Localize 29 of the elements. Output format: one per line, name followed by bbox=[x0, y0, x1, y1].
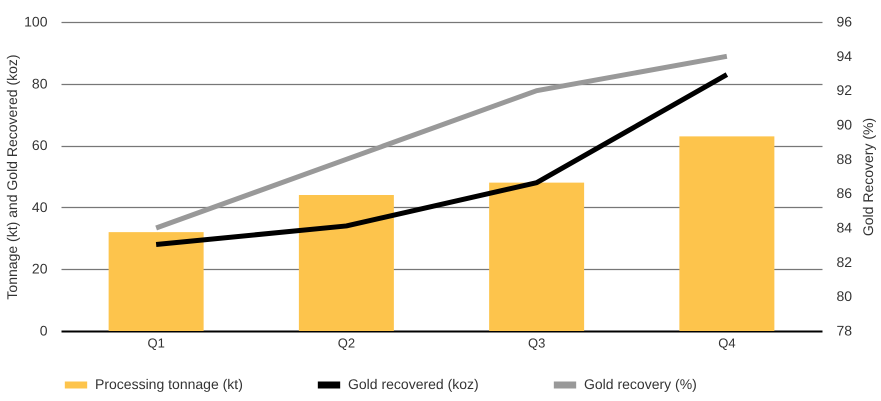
y2-axis-title: Gold Recovery (%) bbox=[860, 118, 876, 236]
y2-tick-label: 92 bbox=[836, 82, 852, 98]
y2-tick-label: 80 bbox=[836, 288, 852, 304]
bar bbox=[298, 195, 394, 331]
y-axis-title: Tonnage (kt) and Gold Recovered (koz) bbox=[4, 54, 20, 300]
y2-tick-label: 78 bbox=[836, 322, 852, 338]
x-tick-label: Q2 bbox=[338, 336, 356, 350]
y2-tick-label: 82 bbox=[836, 254, 852, 270]
bar bbox=[489, 182, 584, 331]
y-tick-label: 40 bbox=[32, 198, 48, 215]
legend-label: Gold recovered (koz) bbox=[348, 376, 479, 392]
y2-tick-label: 88 bbox=[836, 150, 852, 167]
y2-tick-label: 90 bbox=[836, 116, 852, 132]
y-tick-label: 20 bbox=[32, 260, 48, 277]
y2-tick-label: 84 bbox=[836, 220, 852, 236]
y-tick-label: 80 bbox=[32, 75, 48, 92]
x-tick-label: Q4 bbox=[718, 336, 736, 350]
bar bbox=[108, 232, 204, 331]
y-tick-label: 100 bbox=[24, 14, 48, 30]
x-tick-label: Q1 bbox=[147, 336, 165, 350]
y-tick-label: 0 bbox=[40, 322, 48, 338]
x-tick-label: Q3 bbox=[528, 336, 546, 350]
legend-label: Processing tonnage (kt) bbox=[95, 376, 243, 392]
bar bbox=[679, 136, 774, 331]
y2-tick-label: 86 bbox=[836, 185, 852, 202]
y-tick-label: 60 bbox=[32, 137, 48, 154]
y2-tick-label: 94 bbox=[836, 48, 852, 64]
y2-tick-label: 96 bbox=[836, 14, 852, 30]
legend-label: Gold recovery (%) bbox=[584, 376, 697, 392]
